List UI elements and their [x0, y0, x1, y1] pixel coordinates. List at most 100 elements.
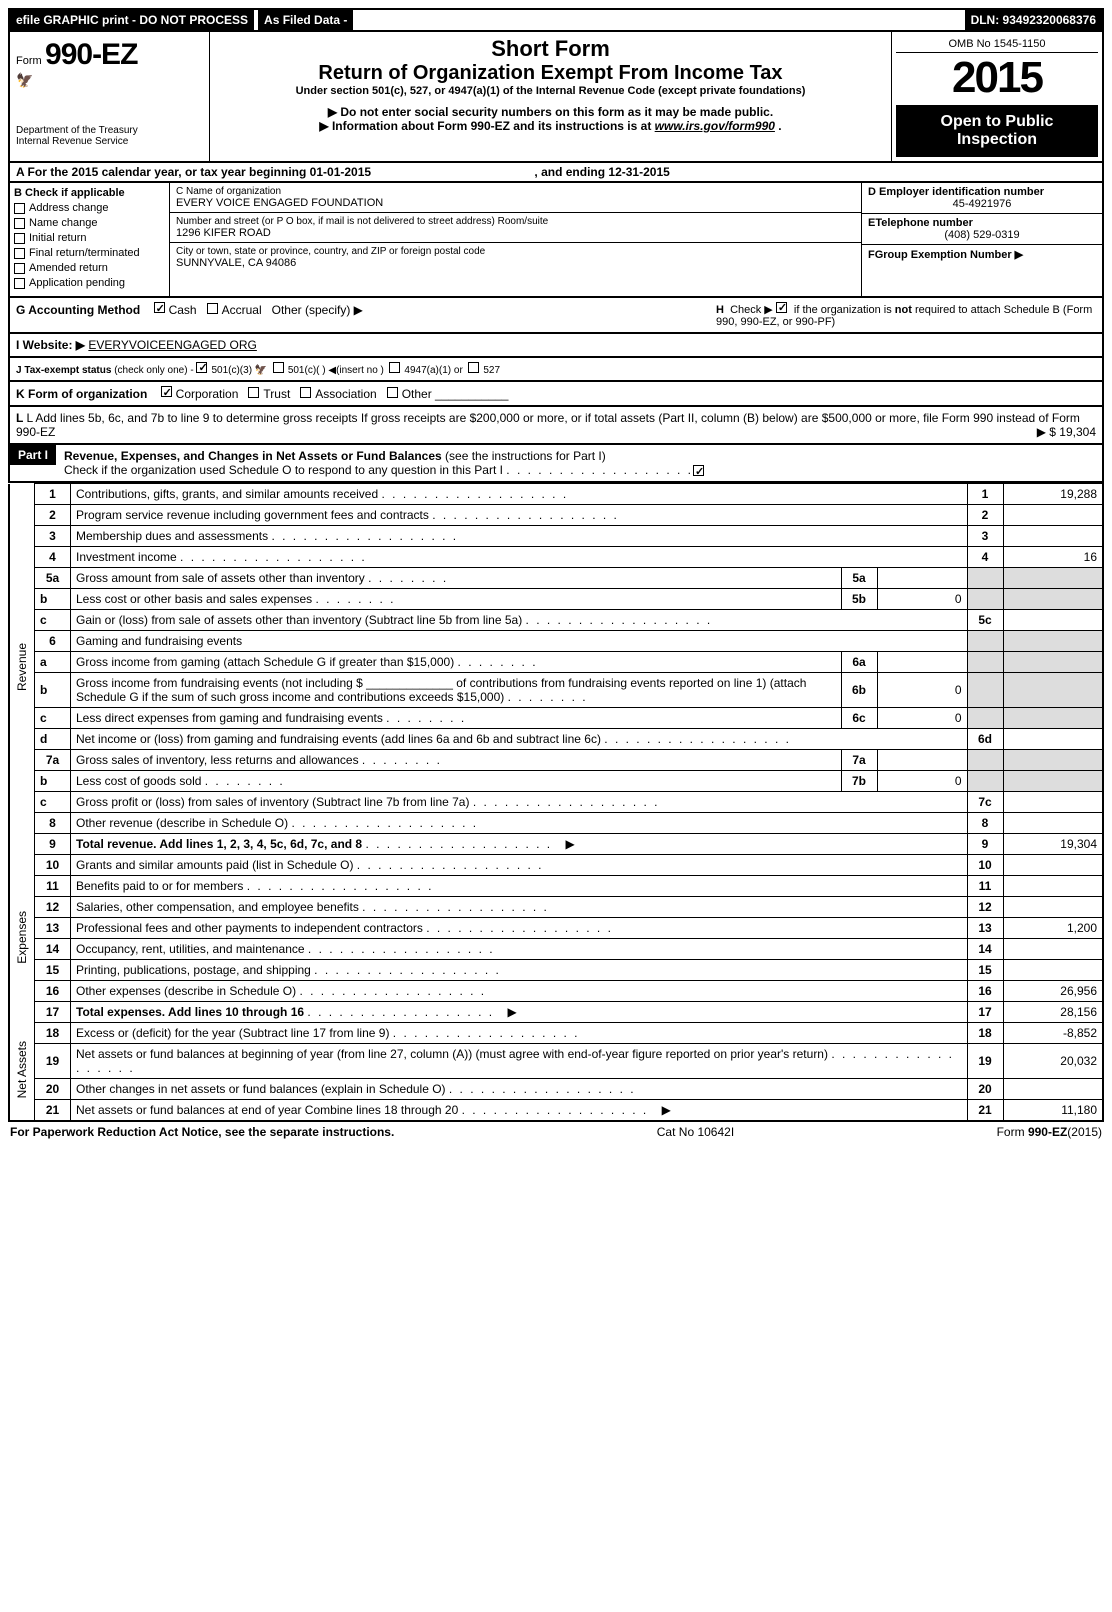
- under-section-text: Under section 501(c), 527, or 4947(a)(1)…: [218, 85, 883, 97]
- cb-final-return[interactable]: Final return/terminated: [14, 247, 165, 259]
- cb-initial-return[interactable]: Initial return: [14, 232, 165, 244]
- line-box-number: 15: [967, 960, 1003, 981]
- org-address-cell: Number and street (or P O box, if mail i…: [170, 213, 861, 243]
- line-mid-box: 5b: [841, 589, 877, 610]
- group-exemption-label: FGroup Exemption Number ▶: [868, 248, 1096, 261]
- line-row: Revenue1Contributions, gifts, grants, an…: [9, 484, 1103, 505]
- row-a-end: 12-31-2015: [608, 165, 669, 179]
- eagle-icon: 🦅: [16, 72, 203, 89]
- line-row: 13Professional fees and other payments t…: [9, 918, 1103, 939]
- notice-no-ssn: ▶ Do not enter social security numbers o…: [218, 105, 883, 119]
- line-row: 12Salaries, other compensation, and empl…: [9, 897, 1103, 918]
- i-label: I Website: ▶: [16, 338, 85, 352]
- line-number: 11: [35, 876, 71, 897]
- line-box-number: 11: [967, 876, 1003, 897]
- shaded-cell: [1003, 708, 1103, 729]
- cb-trust[interactable]: [248, 387, 259, 398]
- line-row: bGross income from fundraising events (n…: [9, 673, 1103, 708]
- line-row: 7aGross sales of inventory, less returns…: [9, 750, 1103, 771]
- line-amount: [1003, 526, 1103, 547]
- line-row: bLess cost of goods sold 7b0: [9, 771, 1103, 792]
- line-amount: [1003, 505, 1103, 526]
- line-description: Other expenses (describe in Schedule O): [71, 981, 968, 1002]
- line-row: Net Assets18Excess or (deficit) for the …: [9, 1023, 1103, 1044]
- cb-address-change[interactable]: Address change: [14, 202, 165, 214]
- line-number: b: [35, 771, 71, 792]
- line-number: c: [35, 708, 71, 729]
- org-address-label: Number and street (or P O box, if mail i…: [176, 216, 855, 227]
- line-amount: [1003, 813, 1103, 834]
- cb-accrual[interactable]: [207, 303, 218, 314]
- line-box-number: 2: [967, 505, 1003, 526]
- cb-501c3[interactable]: [196, 362, 207, 373]
- page-footer: For Paperwork Reduction Act Notice, see …: [8, 1122, 1104, 1142]
- cb-501c[interactable]: [273, 362, 284, 373]
- shaded-cell: [1003, 750, 1103, 771]
- g-accounting-method: G Accounting Method Cash Accrual Other (…: [16, 302, 716, 328]
- line-row: bLess cost or other basis and sales expe…: [9, 589, 1103, 610]
- cb-corporation[interactable]: [161, 386, 172, 397]
- line-number: 17: [35, 1002, 71, 1023]
- line-row: cLess direct expenses from gaming and fu…: [9, 708, 1103, 729]
- line-mid-value: 0: [877, 771, 967, 792]
- line-box-number: 8: [967, 813, 1003, 834]
- header-mid: Short Form Return of Organization Exempt…: [210, 32, 892, 161]
- tax-year: 2015: [896, 53, 1098, 103]
- line-amount: 1,200: [1003, 918, 1103, 939]
- row-a-tax-year: A For the 2015 calendar year, or tax yea…: [8, 163, 1104, 183]
- line-description: Excess or (deficit) for the year (Subtra…: [71, 1023, 968, 1044]
- cb-other-org[interactable]: [387, 387, 398, 398]
- line-number: 2: [35, 505, 71, 526]
- line-amount: 20,032: [1003, 1044, 1103, 1079]
- line-box-number: 1: [967, 484, 1003, 505]
- dln-label: DLN: 93492320068376: [965, 10, 1102, 30]
- col-b-checkboxes: B Check if applicable Address change Nam…: [10, 183, 170, 296]
- line-row: 2Program service revenue including gover…: [9, 505, 1103, 526]
- line-description: Total expenses. Add lines 10 through 16 …: [71, 1002, 968, 1023]
- j-label: J Tax-exempt status: [16, 365, 111, 376]
- line-description: Gross amount from sale of assets other t…: [71, 568, 842, 589]
- shaded-cell: [967, 652, 1003, 673]
- line-description: Membership dues and assessments: [71, 526, 968, 547]
- irs-link[interactable]: www.irs.gov/form990: [655, 119, 775, 133]
- line-description: Net assets or fund balances at beginning…: [71, 1044, 968, 1079]
- line-description: Gross income from fundraising events (no…: [71, 673, 842, 708]
- cb-schedule-b[interactable]: [776, 302, 787, 313]
- line-mid-value: [877, 568, 967, 589]
- cb-amended-return[interactable]: Amended return: [14, 262, 165, 274]
- shaded-cell: [967, 771, 1003, 792]
- line-number: c: [35, 792, 71, 813]
- line-amount: [1003, 897, 1103, 918]
- shaded-cell: [1003, 631, 1103, 652]
- omb-number: OMB No 1545-1150: [896, 36, 1098, 53]
- cb-cash[interactable]: [154, 302, 165, 313]
- h-schedule-b: H Check ▶ if the organization is not req…: [716, 302, 1096, 328]
- org-city-label: City or town, state or province, country…: [176, 246, 855, 257]
- cb-name-change[interactable]: Name change: [14, 217, 165, 229]
- line-amount: 16: [1003, 547, 1103, 568]
- revenue-side-label: Revenue: [9, 484, 35, 855]
- line-amount: [1003, 1079, 1103, 1100]
- line-box-number: 10: [967, 855, 1003, 876]
- line-box-number: 17: [967, 1002, 1003, 1023]
- line-mid-box: 7a: [841, 750, 877, 771]
- shaded-cell: [967, 568, 1003, 589]
- ein-value: 45-4921976: [868, 198, 1096, 210]
- line-amount: [1003, 855, 1103, 876]
- line-description: Less cost or other basis and sales expen…: [71, 589, 842, 610]
- line-number: b: [35, 673, 71, 708]
- cb-4947a1[interactable]: [389, 362, 400, 373]
- cb-schedule-o-part-i[interactable]: [693, 465, 704, 476]
- line-number: 16: [35, 981, 71, 1002]
- cb-application-pending[interactable]: Application pending: [14, 277, 165, 289]
- line-description: Net income or (loss) from gaming and fun…: [71, 729, 968, 750]
- line-box-number: 6d: [967, 729, 1003, 750]
- line-row: cGross profit or (loss) from sales of in…: [9, 792, 1103, 813]
- line-description: Gain or (loss) from sale of assets other…: [71, 610, 968, 631]
- cb-527[interactable]: [468, 362, 479, 373]
- shaded-cell: [967, 631, 1003, 652]
- line-description: Other changes in net assets or fund bala…: [71, 1079, 968, 1100]
- cb-association[interactable]: [300, 387, 311, 398]
- line-mid-box: 7b: [841, 771, 877, 792]
- expenses-side-label: Expenses: [9, 855, 35, 1023]
